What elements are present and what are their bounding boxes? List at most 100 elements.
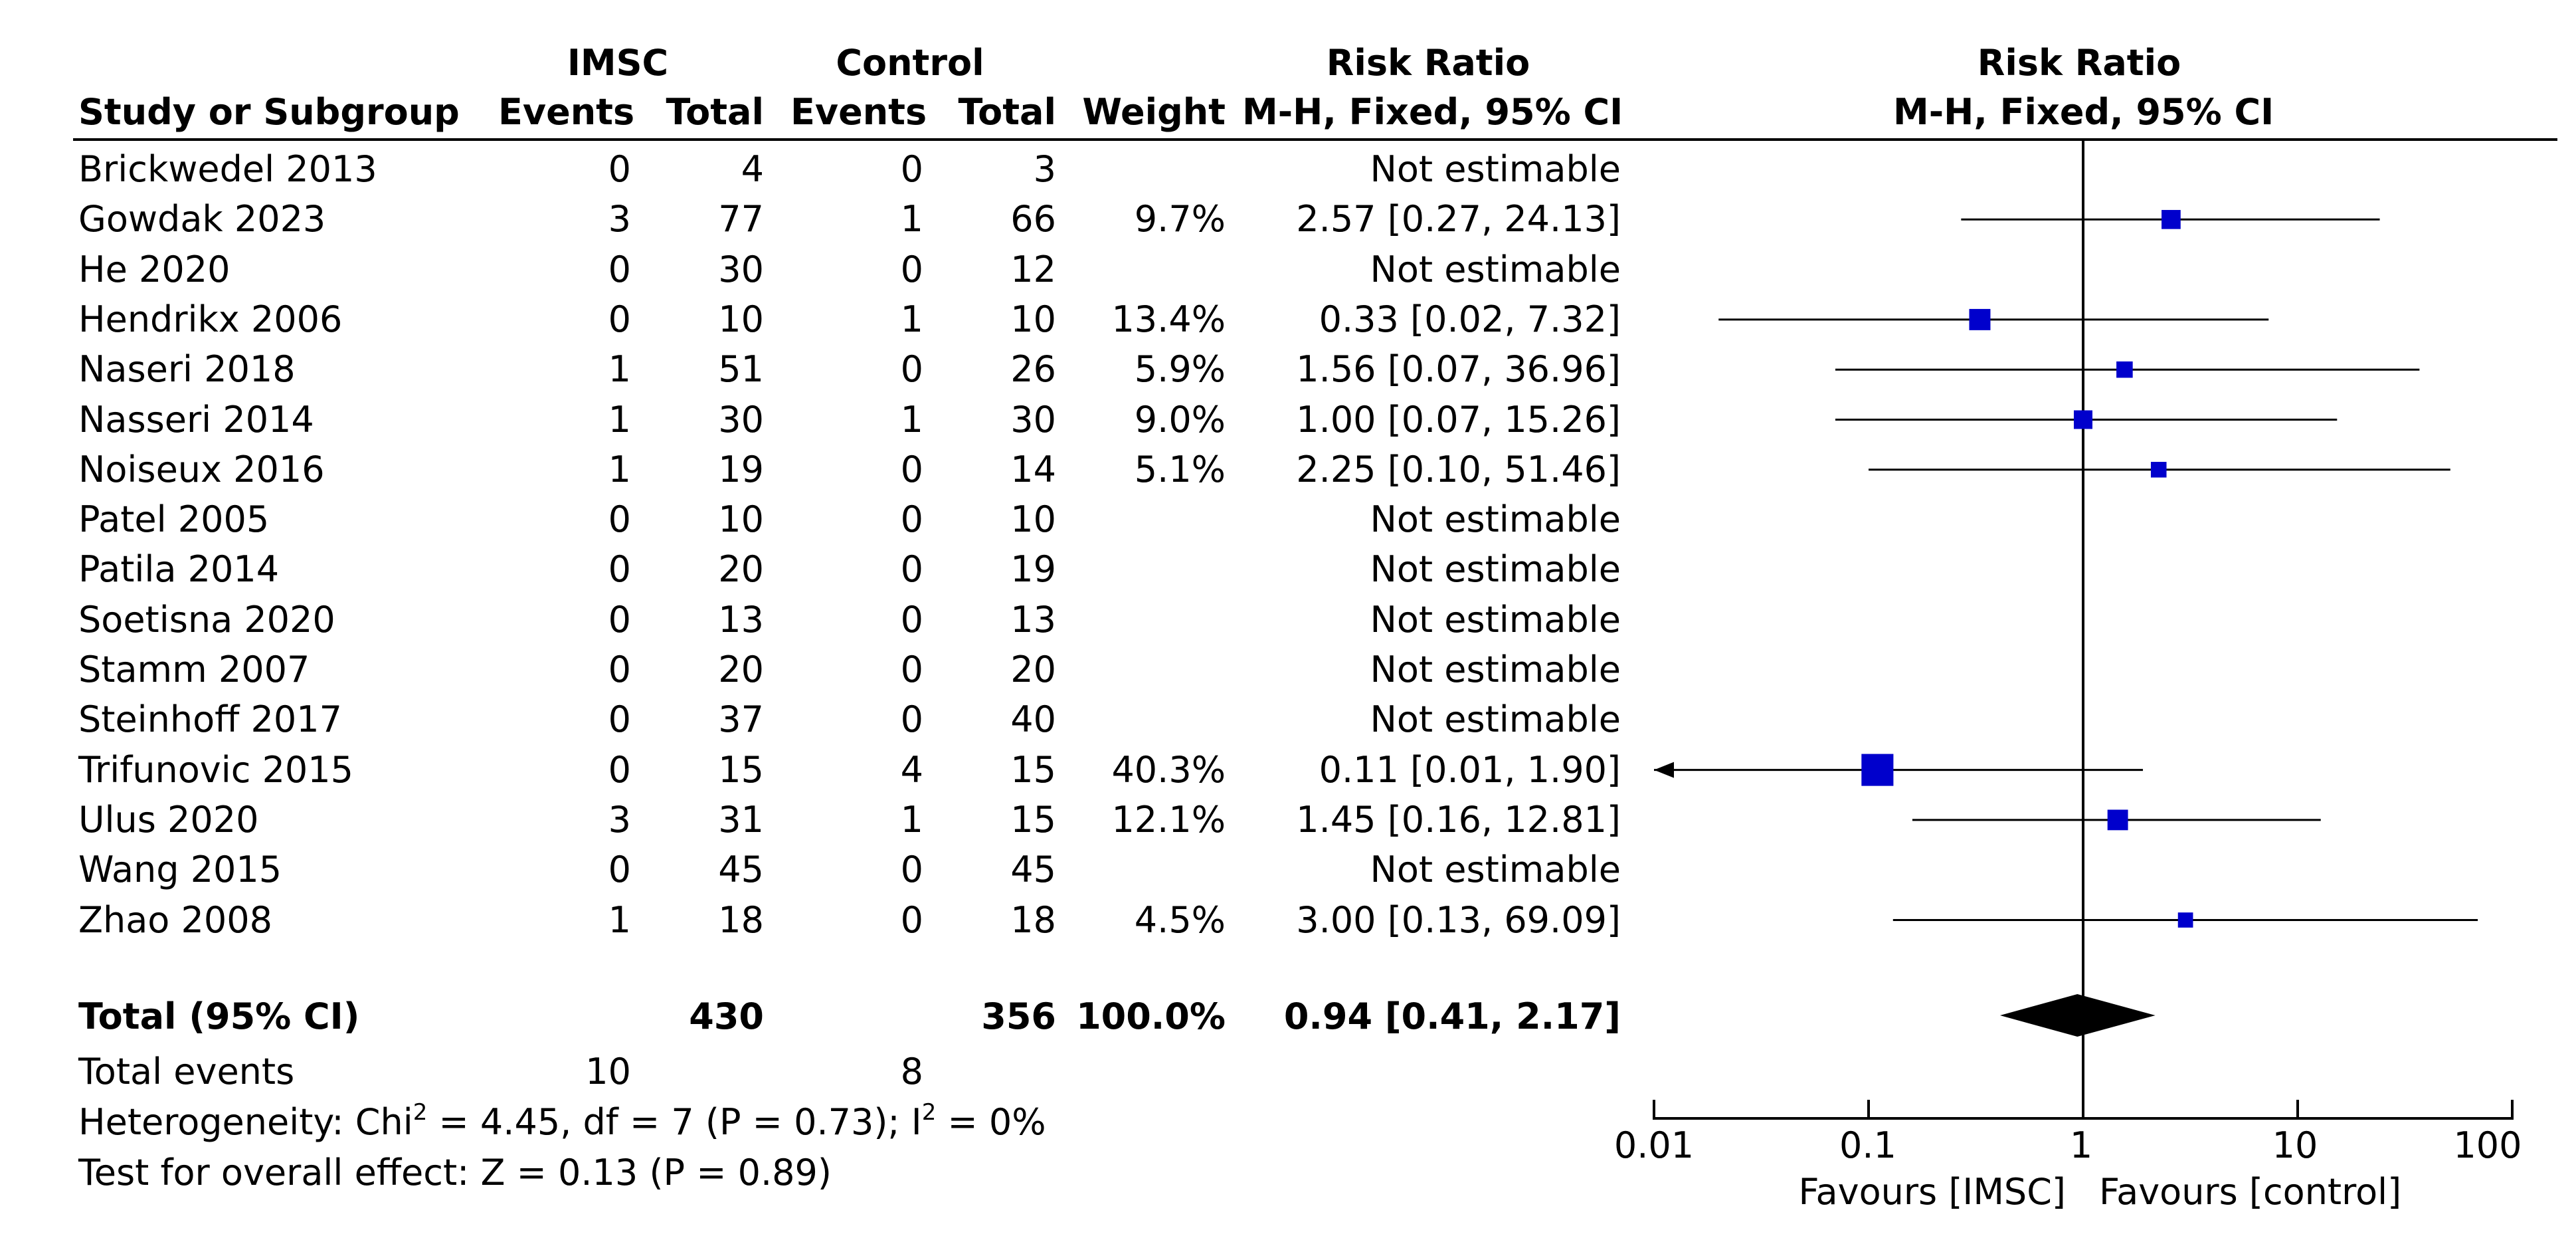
study-weight: 40.3%: [1111, 749, 1226, 791]
events2-header: Events: [790, 91, 927, 133]
study-name: Steinhoff 2017: [78, 698, 342, 740]
total-n2: 356: [981, 995, 1056, 1037]
study-name: Ulus 2020: [78, 799, 259, 841]
events-imsc: 1: [608, 399, 631, 441]
events-imsc: 0: [608, 298, 631, 340]
events-imsc: 0: [608, 148, 631, 190]
study-marker: [2177, 912, 2193, 928]
events-imsc: 3: [608, 198, 631, 240]
study-name: Naseri 2018: [78, 348, 296, 390]
study-weight: 9.0%: [1134, 399, 1226, 441]
total-control: 10: [1010, 498, 1056, 540]
events-control: 4: [900, 749, 923, 791]
rr-method-header: M-H, Fixed, 95% CI: [1242, 91, 1623, 133]
total-control: 18: [1010, 899, 1056, 941]
study-weight: 4.5%: [1134, 899, 1226, 941]
total-imsc: 45: [718, 849, 764, 890]
total-imsc: 30: [718, 399, 764, 441]
study-marker: [2116, 361, 2133, 378]
study-ci: Not estimable: [1370, 148, 1621, 190]
events-control: 0: [900, 498, 923, 540]
study-marker: [1969, 308, 1991, 330]
total-events-label: Total events: [78, 1051, 295, 1092]
total-imsc: 20: [718, 548, 764, 590]
study-ci: Not estimable: [1370, 849, 1621, 890]
study-ci: 3.00 [0.13, 69.09]: [1296, 899, 1621, 941]
study-name: Wang 2015: [78, 849, 282, 890]
study-ci: 1.00 [0.07, 15.26]: [1296, 399, 1621, 441]
header-rule: [73, 138, 2557, 141]
total-imsc: 37: [718, 698, 764, 740]
events-control: 0: [900, 698, 923, 740]
total-imsc: 15: [718, 749, 764, 791]
total-imsc: 77: [718, 198, 764, 240]
total-imsc: 18: [718, 899, 764, 941]
study-name: Brickwedel 2013: [78, 148, 377, 190]
study-ci: 1.56 [0.07, 36.96]: [1296, 348, 1621, 390]
total-control: 30: [1010, 399, 1056, 441]
events-control: 0: [900, 899, 923, 941]
study-marker: [1861, 754, 1894, 786]
overall-effect-text: Test for overall effect: Z = 0.13 (P = 0…: [78, 1152, 832, 1193]
total-events-1: 10: [585, 1051, 631, 1092]
study-weight: 12.1%: [1111, 799, 1226, 841]
events-control: 1: [900, 198, 923, 240]
study-ci: 2.25 [0.10, 51.46]: [1296, 449, 1621, 490]
total-control: 26: [1010, 348, 1056, 390]
study-ci: Not estimable: [1370, 249, 1621, 290]
events-imsc: 0: [608, 498, 631, 540]
total-imsc: 13: [718, 599, 764, 641]
events-control: 0: [900, 449, 923, 490]
study-name: Trifunovic 2015: [78, 749, 353, 791]
study-column-header: Study or Subgroup: [78, 91, 460, 133]
study-marker: [2150, 462, 2167, 478]
total-control: 19: [1010, 548, 1056, 590]
study-name: Patel 2005: [78, 498, 270, 540]
tick-label-0.01: 0.01: [1613, 1124, 1695, 1166]
events-control: 1: [900, 399, 923, 441]
events-control: 1: [900, 799, 923, 841]
events-control: 0: [900, 148, 923, 190]
pooled-diamond: [1999, 994, 2156, 1037]
total-weight: 100.0%: [1076, 995, 1226, 1037]
total-ci: 0.94 [0.41, 2.17]: [1283, 995, 1621, 1037]
total-control: 15: [1010, 799, 1056, 841]
group1-header: IMSC: [567, 42, 669, 84]
total-imsc: 19: [718, 449, 764, 490]
total-events-2: 8: [900, 1051, 923, 1092]
study-ci: Not estimable: [1370, 599, 1621, 641]
total-imsc: 31: [718, 799, 764, 841]
events-imsc: 0: [608, 249, 631, 290]
events-imsc: 0: [608, 849, 631, 890]
study-ci: Not estimable: [1370, 698, 1621, 740]
rr-column-title: Risk Ratio: [1326, 42, 1530, 84]
events-imsc: 0: [608, 599, 631, 641]
total-imsc: 10: [718, 498, 764, 540]
study-weight: 9.7%: [1134, 198, 1226, 240]
total-control: 45: [1010, 849, 1056, 890]
plot-title: Risk Ratio: [1977, 42, 2181, 84]
study-name: Noiseux 2016: [78, 449, 325, 490]
events-control: 1: [900, 298, 923, 340]
total-control: 3: [1033, 148, 1056, 190]
favours-right-label: Favours [control]: [2099, 1171, 2402, 1213]
tick-label-10: 10: [2272, 1124, 2318, 1166]
tick-label-1: 1: [2069, 1124, 2093, 1166]
study-ci: Not estimable: [1370, 548, 1621, 590]
events-control: 0: [900, 849, 923, 890]
total-imsc: 30: [718, 249, 764, 290]
tick-label-100: 100: [2453, 1124, 2522, 1166]
study-ci: 2.57 [0.27, 24.13]: [1296, 198, 1621, 240]
favours-left-label: Favours [IMSC]: [1798, 1171, 2066, 1213]
events-imsc: 0: [608, 548, 631, 590]
total-label: Total (95% CI): [78, 995, 360, 1037]
total-control: 14: [1010, 449, 1056, 490]
events-imsc: 0: [608, 749, 631, 791]
events1-header: Events: [498, 91, 635, 133]
total-control: 12: [1010, 249, 1056, 290]
study-ci: 1.45 [0.16, 12.81]: [1296, 799, 1621, 841]
total1-header: Total: [666, 91, 764, 133]
events-control: 0: [900, 649, 923, 690]
plot-method-header: M-H, Fixed, 95% CI: [1893, 91, 2274, 133]
